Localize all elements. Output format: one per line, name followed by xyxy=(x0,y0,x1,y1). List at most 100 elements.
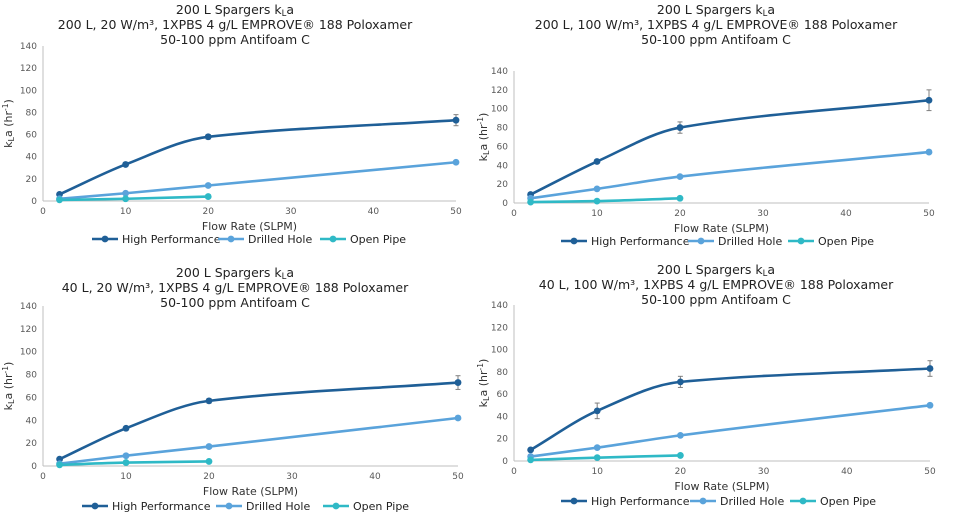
series-line-open-pipe xyxy=(529,454,682,462)
y-tick-label: 80 xyxy=(497,368,509,378)
chart-panel-bottom-right: 200 L Spargers kLa 40 L, 100 W/m³, 1XPBS … xyxy=(476,261,960,522)
data-point-drilled-hole xyxy=(926,401,934,409)
legend-label-open-pipe: Open Pipe xyxy=(350,233,406,246)
y-tick-label: 40 xyxy=(26,416,38,426)
legend-label-high-performance: High Performance xyxy=(122,233,221,246)
legend-marker-open-pipe xyxy=(329,235,337,243)
chart-title: 200 L Spargers kLa xyxy=(657,262,775,279)
y-tick-label: 60 xyxy=(497,142,509,152)
legend-label-drilled-hole: Drilled Hole xyxy=(248,233,312,246)
series-line-high-performance xyxy=(58,118,458,196)
y-tick-label: 60 xyxy=(497,390,509,400)
series-line-high-performance xyxy=(58,381,460,461)
data-point-open-pipe xyxy=(593,197,601,205)
chart-subtitle: 200 L, 20 W/m³, 1XPBS 4 g/L EMPROVE® 188… xyxy=(58,17,413,32)
legend-label-open-pipe: Open Pipe xyxy=(353,500,409,513)
data-point-high-performance xyxy=(205,397,213,405)
legend-label-high-performance: High Performance xyxy=(112,500,211,513)
legend-marker-open-pipe xyxy=(797,237,805,245)
legend-label-open-pipe: Open Pipe xyxy=(820,495,876,508)
data-point-high-performance xyxy=(676,124,684,131)
x-tick-label: 10 xyxy=(120,472,132,482)
data-point-open-pipe xyxy=(56,196,63,204)
x-tick-label: 50 xyxy=(452,472,464,482)
data-point-open-pipe xyxy=(122,195,129,203)
series-line-drilled-hole xyxy=(529,150,931,200)
x-tick-label: 40 xyxy=(841,467,853,477)
x-tick-label: 20 xyxy=(203,472,215,482)
chart-panel-top-right: 200 L Spargers kLa 200 L, 100 W/m³, 1XPBS… xyxy=(476,0,960,261)
chart-panel-top-left: 200 L Spargers kLa 200 L, 20 W/m³, 1XPBS … xyxy=(0,0,480,261)
y-tick-label: 100 xyxy=(20,348,37,358)
x-tick-label: 40 xyxy=(840,209,852,219)
x-tick-label: 50 xyxy=(450,207,462,217)
data-point-high-performance xyxy=(527,446,535,454)
x-axis-label: Flow Rate (SLPM) xyxy=(674,222,769,235)
y-tick-label: 80 xyxy=(497,124,509,134)
y-tick-label: 140 xyxy=(491,301,508,311)
legend-marker-open-pipe xyxy=(332,502,340,510)
data-point-drilled-hole xyxy=(452,158,460,166)
chart-subtitle-2: 50-100 ppm Antifoam C xyxy=(160,32,310,47)
chart-subtitle: 40 L, 100 W/m³, 1XPBS 4 g/L EMPROVE® 188… xyxy=(539,277,894,292)
y-tick-label: 120 xyxy=(491,86,508,96)
x-tick-label: 0 xyxy=(511,209,517,219)
series-line-drilled-hole xyxy=(58,416,460,466)
series-line-drilled-hole xyxy=(529,403,932,458)
data-point-high-performance xyxy=(677,378,684,386)
data-point-drilled-hole xyxy=(677,431,684,439)
y-tick-label: 0 xyxy=(502,457,508,467)
y-tick-label: 100 xyxy=(491,346,508,356)
y-tick-label: 60 xyxy=(26,393,38,403)
chart-subtitle-2: 50-100 ppm Antifoam C xyxy=(641,292,791,307)
chart-subtitle-2: 50-100 ppm Antifoam C xyxy=(641,32,791,47)
y-axis-label: kLa (hr-1) xyxy=(476,113,491,162)
x-tick-label: 30 xyxy=(285,207,297,217)
data-point-open-pipe xyxy=(676,194,684,202)
data-point-drilled-hole xyxy=(676,173,684,181)
data-point-open-pipe xyxy=(56,461,63,469)
data-point-drilled-hole xyxy=(205,443,213,450)
data-point-high-performance xyxy=(593,158,601,165)
y-tick-label: 0 xyxy=(31,197,37,207)
y-tick-label: 60 xyxy=(26,131,38,141)
x-axis-label: Flow Rate (SLPM) xyxy=(674,480,769,493)
y-tick-label: 80 xyxy=(26,371,38,381)
data-point-drilled-hole xyxy=(925,148,933,156)
x-tick-label: 0 xyxy=(40,207,46,217)
legend-marker-drilled-hole xyxy=(225,502,233,510)
y-axis-label: kLa (hr-1) xyxy=(1,99,16,148)
legend-marker-high-performance xyxy=(570,497,578,505)
y-tick-label: 80 xyxy=(26,108,38,118)
y-tick-label: 40 xyxy=(497,161,509,171)
data-point-high-performance xyxy=(925,96,933,104)
legend-label-high-performance: High Performance xyxy=(591,235,690,248)
data-point-open-pipe xyxy=(122,459,130,466)
x-tick-label: 40 xyxy=(369,472,381,482)
x-tick-label: 30 xyxy=(758,467,770,477)
y-tick-label: 40 xyxy=(497,412,509,422)
series-line-drilled-hole xyxy=(58,160,458,201)
data-point-open-pipe xyxy=(527,456,535,464)
chart-title: 200 L Spargers kLa xyxy=(657,2,775,19)
chart-title: 200 L Spargers kLa xyxy=(176,265,294,282)
legend-marker-drilled-hole xyxy=(699,497,707,505)
y-tick-label: 20 xyxy=(497,435,509,445)
y-tick-label: 100 xyxy=(20,86,37,96)
data-point-drilled-hole xyxy=(122,452,130,460)
legend-marker-high-performance xyxy=(91,502,99,510)
y-tick-label: 140 xyxy=(20,302,37,312)
x-tick-label: 10 xyxy=(591,209,603,219)
x-tick-label: 30 xyxy=(286,472,298,482)
x-tick-label: 20 xyxy=(674,209,686,219)
data-point-high-performance xyxy=(593,407,601,415)
y-tick-label: 20 xyxy=(26,439,38,449)
legend-marker-drilled-hole xyxy=(697,237,705,245)
x-tick-label: 50 xyxy=(924,467,936,477)
legend-label-drilled-hole: Drilled Hole xyxy=(718,235,782,248)
legend-marker-open-pipe xyxy=(799,497,807,505)
